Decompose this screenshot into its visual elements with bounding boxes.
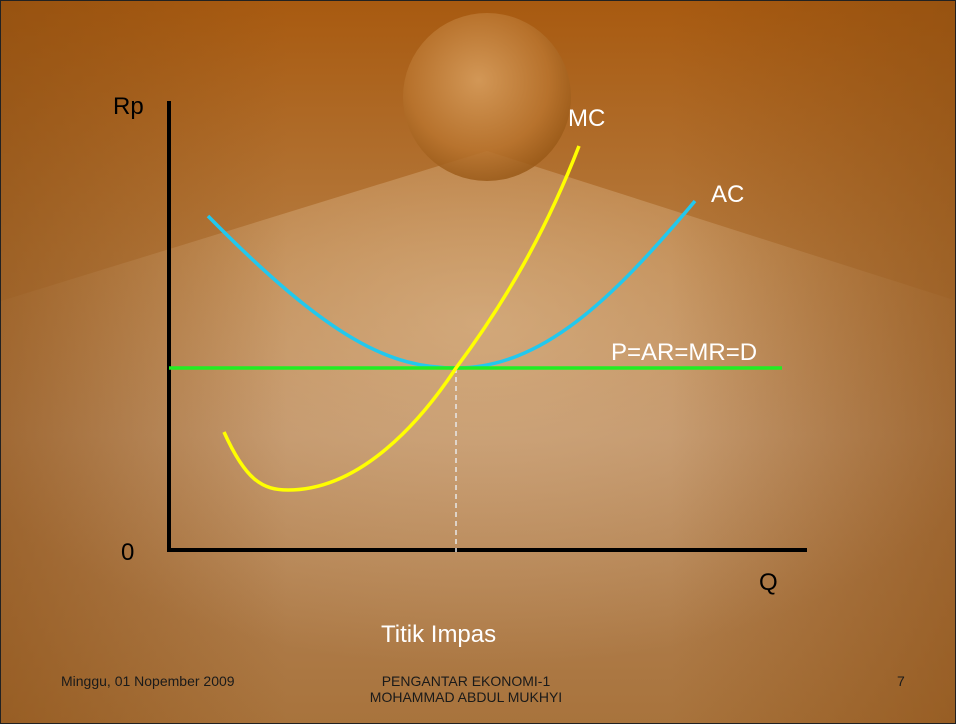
demand-line-label: P=AR=MR=D — [611, 339, 758, 366]
mc-curve-label: MC — [568, 105, 606, 132]
footer-author: MOHAMMAD ABDUL MUKHYI — [369, 689, 563, 705]
footer-course-title: PENGANTAR EKONOMI-1 — [381, 673, 551, 689]
y-axis-label: Rp — [113, 93, 144, 120]
page-number: 7 — [897, 673, 905, 689]
footer-date: Minggu, 01 Nopember 2009 — [61, 673, 235, 689]
diagram-caption: Titik Impas — [381, 621, 497, 648]
mc-curve — [222, 145, 581, 492]
origin-label: 0 — [121, 539, 135, 566]
ac-curve-label: AC — [711, 181, 745, 208]
footer-course: PENGANTAR EKONOMI-1 MOHAMMAD ABDUL MUKHY… — [341, 673, 591, 705]
x-axis-label: Q — [759, 569, 778, 596]
